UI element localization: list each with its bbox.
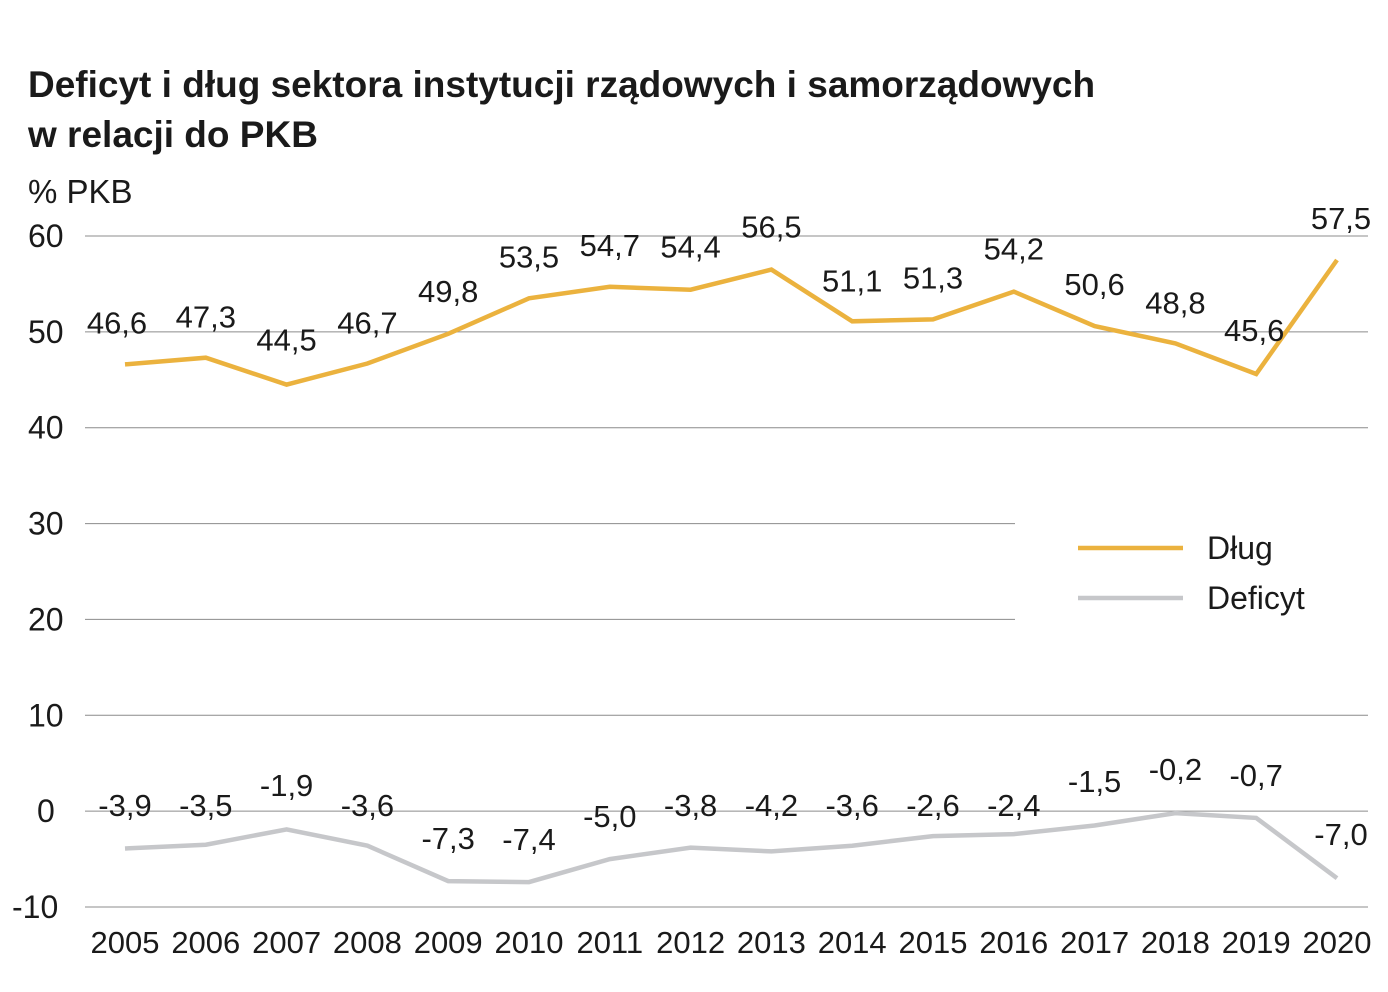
x-tick-label-2018: 2018 <box>1141 925 1210 960</box>
data-label-dlug-2010: 53,5 <box>499 239 559 274</box>
y-tick-label-60: 60 <box>28 218 64 254</box>
data-label-deficyt-2011: -5,0 <box>583 799 636 834</box>
x-tick-label-2005: 2005 <box>91 925 160 960</box>
data-label-deficyt-2020: -7,0 <box>1314 817 1367 852</box>
y-axis-ticks: 60 50 40 30 20 10 0 -10 <box>12 218 64 925</box>
data-label-dlug-2006: 47,3 <box>176 300 236 335</box>
y-tick-label-10: 10 <box>28 697 64 733</box>
data-label-deficyt-2017: -1,5 <box>1068 764 1121 799</box>
data-label-dlug-2005: 46,6 <box>87 305 147 340</box>
x-tick-label-2008: 2008 <box>333 925 402 960</box>
y-tick-label-30: 30 <box>28 506 64 542</box>
data-label-dlug-2019: 45,6 <box>1224 313 1284 348</box>
data-labels: 46,6 47,3 44,5 46,7 49,8 53,5 54,7 54,4 56,5 51,1… <box>87 201 1371 857</box>
y-tick-label-50: 50 <box>28 314 64 350</box>
data-label-deficyt-2012: -3,8 <box>664 788 717 823</box>
data-label-deficyt-2014: -3,6 <box>825 788 878 823</box>
series-line-deficyt <box>125 813 1337 882</box>
y-axis-label: % PKB <box>28 173 133 210</box>
data-label-deficyt-2016: -2,4 <box>987 788 1040 823</box>
data-label-deficyt-2005: -3,9 <box>98 788 151 823</box>
data-label-dlug-2014: 51,1 <box>822 263 882 298</box>
data-label-deficyt-2007: -1,9 <box>260 768 313 803</box>
data-label-deficyt-2019: -0,7 <box>1229 758 1282 793</box>
data-label-dlug-2020: 57,5 <box>1311 201 1371 236</box>
y-tick-label-20: 20 <box>28 601 64 637</box>
data-label-deficyt-2008: -3,6 <box>341 788 394 823</box>
legend-label-dlug: Dług <box>1207 530 1273 566</box>
x-tick-label-2011: 2011 <box>576 925 643 960</box>
legend: Dług Deficyt <box>1078 530 1305 616</box>
y-tick-label-40: 40 <box>28 410 64 446</box>
x-tick-label-2014: 2014 <box>818 925 887 960</box>
data-label-deficyt-2015: -2,6 <box>906 788 959 823</box>
data-label-dlug-2018: 48,8 <box>1145 285 1205 320</box>
data-label-dlug-2008: 46,7 <box>337 305 397 340</box>
x-tick-label-2007: 2007 <box>252 925 321 960</box>
x-tick-label-2017: 2017 <box>1060 925 1129 960</box>
x-tick-label-2015: 2015 <box>899 925 968 960</box>
data-label-dlug-2016: 54,2 <box>984 232 1044 267</box>
data-label-dlug-2013: 56,5 <box>741 210 801 245</box>
x-tick-label-2010: 2010 <box>495 925 564 960</box>
data-label-dlug-2017: 50,6 <box>1064 267 1124 302</box>
x-tick-label-2016: 2016 <box>979 925 1048 960</box>
data-label-dlug-2007: 44,5 <box>256 323 316 358</box>
data-label-deficyt-2013: -4,2 <box>745 788 798 823</box>
data-label-deficyt-2006: -3,5 <box>179 788 232 823</box>
x-tick-label-2013: 2013 <box>737 925 806 960</box>
data-label-deficyt-2010: -7,4 <box>502 822 555 857</box>
line-chart: % PKB 6050403020100-10 2005 2006 2007 2008 2… <box>0 0 1388 992</box>
x-tick-label-2019: 2019 <box>1222 925 1291 960</box>
x-axis-ticks: 2005 2006 2007 2008 2009 2010 2011 2012 2013 2014… <box>91 925 1372 960</box>
x-tick-label-2012: 2012 <box>656 925 725 960</box>
legend-label-deficyt: Deficyt <box>1207 580 1305 616</box>
y-tick-label-0: 0 <box>37 793 55 829</box>
data-label-deficyt-2009: -7,3 <box>421 821 474 856</box>
data-label-dlug-2015: 51,3 <box>903 260 963 295</box>
x-tick-label-2009: 2009 <box>414 925 483 960</box>
data-label-dlug-2009: 49,8 <box>418 274 478 309</box>
data-label-dlug-2012: 54,4 <box>660 230 720 265</box>
x-tick-label-2020: 2020 <box>1303 925 1372 960</box>
y-tick-label-neg10: -10 <box>12 889 58 925</box>
data-label-dlug-2011: 54,7 <box>580 228 640 263</box>
x-tick-label-2006: 2006 <box>171 925 240 960</box>
data-label-deficyt-2018: -0,2 <box>1149 752 1202 787</box>
